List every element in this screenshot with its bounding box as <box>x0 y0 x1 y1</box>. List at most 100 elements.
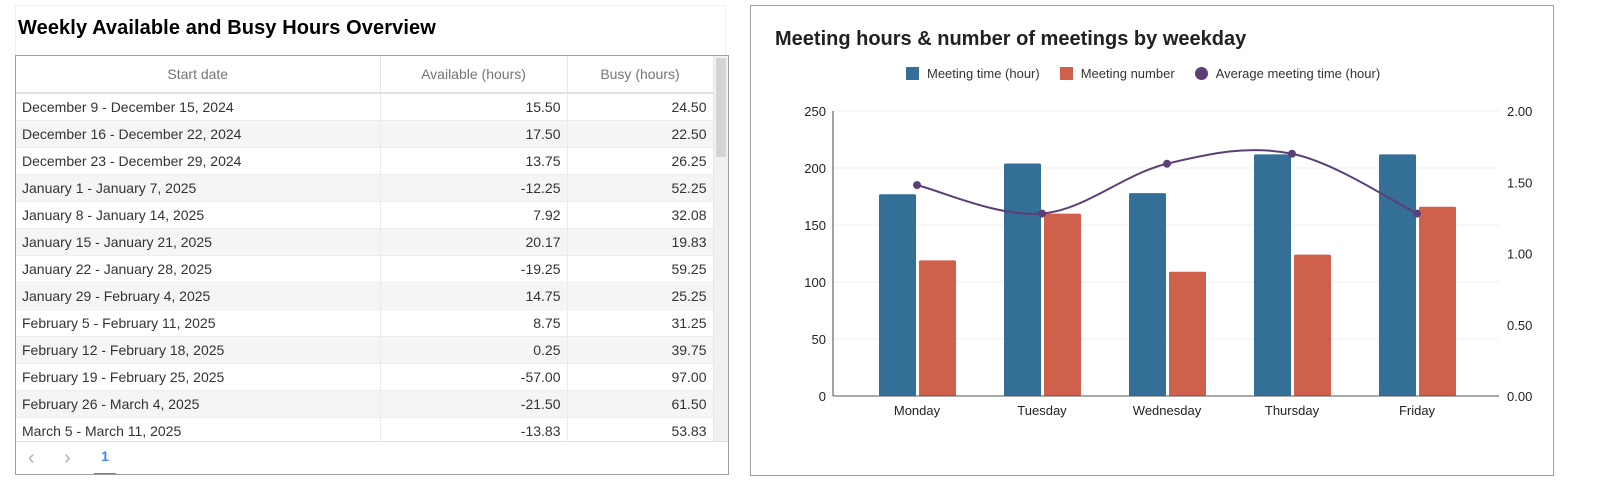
legend-label: Meeting number <box>1080 65 1175 81</box>
cell-busy-hours: 19.83 <box>567 228 713 256</box>
legend-item-meeting-number[interactable]: Meeting number <box>1059 65 1175 81</box>
cell-available-hours: 20.17 <box>380 228 568 256</box>
table-row[interactable]: March 5 - March 11, 2025 -13.83 53.83 <box>16 417 713 441</box>
cell-start-date: December 23 - December 29, 2024 <box>16 147 381 175</box>
bar-meeting-number[interactable] <box>919 260 956 396</box>
legend-item-average-meeting-time[interactable]: Average meeting time (hour) <box>1194 65 1381 81</box>
bar-meeting-time[interactable] <box>1129 193 1166 396</box>
table-scroll-area[interactable]: Start date Available (hours) Busy (hours… <box>16 56 713 441</box>
legend-label: Meeting time (hour) <box>927 65 1040 81</box>
cell-busy-hours: 32.08 <box>567 201 713 229</box>
legend-square-icon <box>906 66 919 80</box>
line-point-average-meeting-time[interactable] <box>1288 149 1296 158</box>
cell-start-date: March 5 - March 11, 2025 <box>16 417 381 441</box>
bar-meeting-number[interactable] <box>1169 271 1206 396</box>
cell-busy-hours: 39.75 <box>567 336 713 364</box>
bar-meeting-number[interactable] <box>1419 206 1456 396</box>
y-axis-tick-label: 50 <box>812 332 826 347</box>
cell-available-hours: 8.75 <box>380 309 568 337</box>
line-point-average-meeting-time[interactable] <box>1163 159 1171 168</box>
cell-start-date: January 8 - January 14, 2025 <box>16 201 381 229</box>
page-number-button[interactable]: 1 <box>101 448 109 464</box>
cell-busy-hours: 24.50 <box>567 93 713 121</box>
cell-available-hours: -21.50 <box>380 390 568 418</box>
table-row[interactable]: January 29 - February 4, 2025 14.75 25.25 <box>16 282 713 310</box>
column-header-busy[interactable]: Busy (hours) <box>567 56 713 94</box>
y2-axis-tick-label: 0.00 <box>1507 389 1532 404</box>
y-axis-tick-label: 100 <box>804 275 826 290</box>
cell-busy-hours: 22.50 <box>567 120 713 148</box>
table-header-row: Start date Available (hours) Busy (hours… <box>16 56 713 94</box>
table-row[interactable]: February 26 - March 4, 2025 -21.50 61.50 <box>16 390 713 418</box>
table-row[interactable]: December 16 - December 22, 2024 17.50 22.5… <box>16 120 713 148</box>
y-axis-tick-label: 0 <box>819 389 826 404</box>
y-axis-tick-label: 150 <box>804 218 826 233</box>
chart-title: Meeting hours & number of meetings by we… <box>775 28 1247 50</box>
cell-available-hours: -57.00 <box>380 363 568 391</box>
bar-meeting-time[interactable] <box>1379 154 1416 396</box>
y2-axis-tick-label: 1.50 <box>1507 175 1532 190</box>
chart-plot-area: 0 50 100 150 200 250 0.00 0.50 1.00 1.50 2.00 Monda… <box>804 104 1532 418</box>
legend-square-icon <box>1059 66 1073 80</box>
table-row[interactable]: January 8 - January 14, 2025 7.92 32.08 <box>16 201 713 229</box>
cell-start-date: February 19 - February 25, 2025 <box>16 363 381 391</box>
bar-meeting-time[interactable] <box>879 194 916 396</box>
y2-axis-tick-label: 2.00 <box>1507 104 1532 119</box>
bar-meeting-time[interactable] <box>1004 163 1041 396</box>
x-axis-category-label: Thursday <box>1265 403 1320 418</box>
table-title: Weekly Available and Busy Hours Overview <box>18 17 436 39</box>
cell-available-hours: 15.50 <box>380 93 568 121</box>
pagination: ‹ › 1 <box>16 441 728 474</box>
cell-available-hours: -13.83 <box>380 417 568 441</box>
next-page-icon[interactable]: › <box>64 447 71 469</box>
cell-busy-hours: 53.83 <box>567 417 713 441</box>
bar-meeting-number[interactable] <box>1044 213 1081 396</box>
cell-start-date: January 29 - February 4, 2025 <box>16 282 381 310</box>
cell-available-hours: 7.92 <box>380 201 568 229</box>
table-row[interactable]: December 9 - December 15, 2024 15.50 24.50 <box>16 93 713 121</box>
y-axis-tick-label: 200 <box>804 161 826 176</box>
current-page-indicator <box>94 473 116 474</box>
table-scrollbar[interactable] <box>713 56 728 441</box>
table-row[interactable]: December 23 - December 29, 2024 13.75 26.2… <box>16 147 713 175</box>
cell-busy-hours: 26.25 <box>567 147 713 175</box>
legend-circle-icon <box>1194 66 1208 80</box>
cell-busy-hours: 52.25 <box>567 174 713 202</box>
table-row[interactable]: February 5 - February 11, 2025 8.75 31.25 <box>16 309 713 337</box>
bar-meeting-number[interactable] <box>1294 254 1331 396</box>
previous-page-icon[interactable]: ‹ <box>28 447 35 469</box>
table-row[interactable]: January 15 - January 21, 2025 20.17 19.83 <box>16 228 713 256</box>
cell-start-date: February 5 - February 11, 2025 <box>16 309 381 337</box>
table-row[interactable]: January 22 - January 28, 2025 -19.25 59.25 <box>16 255 713 283</box>
scrollbar-thumb[interactable] <box>716 58 726 157</box>
line-point-average-meeting-time[interactable] <box>913 181 921 190</box>
cell-start-date: February 12 - February 18, 2025 <box>16 336 381 364</box>
table-row[interactable]: February 12 - February 18, 2025 0.25 39.75 <box>16 336 713 364</box>
x-axis-category-label: Wednesday <box>1133 403 1202 418</box>
cell-start-date: December 16 - December 22, 2024 <box>16 120 381 148</box>
cell-available-hours: -12.25 <box>380 174 568 202</box>
y2-axis-tick-label: 0.50 <box>1507 318 1532 333</box>
y2-axis-tick-label: 1.00 <box>1507 247 1532 262</box>
weekly-hours-table: Start date Available (hours) Busy (hours… <box>16 56 713 441</box>
chart-legend: Meeting time (hour) Meeting number Avera… <box>906 64 1400 82</box>
cell-busy-hours: 31.25 <box>567 309 713 337</box>
cell-available-hours: -19.25 <box>380 255 568 283</box>
cell-available-hours: 0.25 <box>380 336 568 364</box>
table-row[interactable]: February 19 - February 25, 2025 -57.00 97.… <box>16 363 713 391</box>
cell-available-hours: 14.75 <box>380 282 568 310</box>
cell-available-hours: 13.75 <box>380 147 568 175</box>
table-row[interactable]: January 1 - January 7, 2025 -12.25 52.25 <box>16 174 713 202</box>
cell-busy-hours: 25.25 <box>567 282 713 310</box>
data-table: Start date Available (hours) Busy (hours… <box>15 55 729 475</box>
line-point-average-meeting-time[interactable] <box>1413 209 1421 218</box>
chart-panel: Meeting hours & number of meetings by we… <box>750 5 1554 476</box>
column-header-start-date[interactable]: Start date <box>16 56 381 94</box>
legend-item-meeting-time[interactable]: Meeting time (hour) <box>906 66 1040 81</box>
cell-start-date: February 26 - March 4, 2025 <box>16 390 381 418</box>
cell-busy-hours: 59.25 <box>567 255 713 283</box>
legend-label: Average meeting time (hour) <box>1215 65 1381 81</box>
bar-meeting-time[interactable] <box>1254 154 1291 396</box>
line-point-average-meeting-time[interactable] <box>1038 209 1046 218</box>
column-header-available[interactable]: Available (hours) <box>380 56 568 94</box>
